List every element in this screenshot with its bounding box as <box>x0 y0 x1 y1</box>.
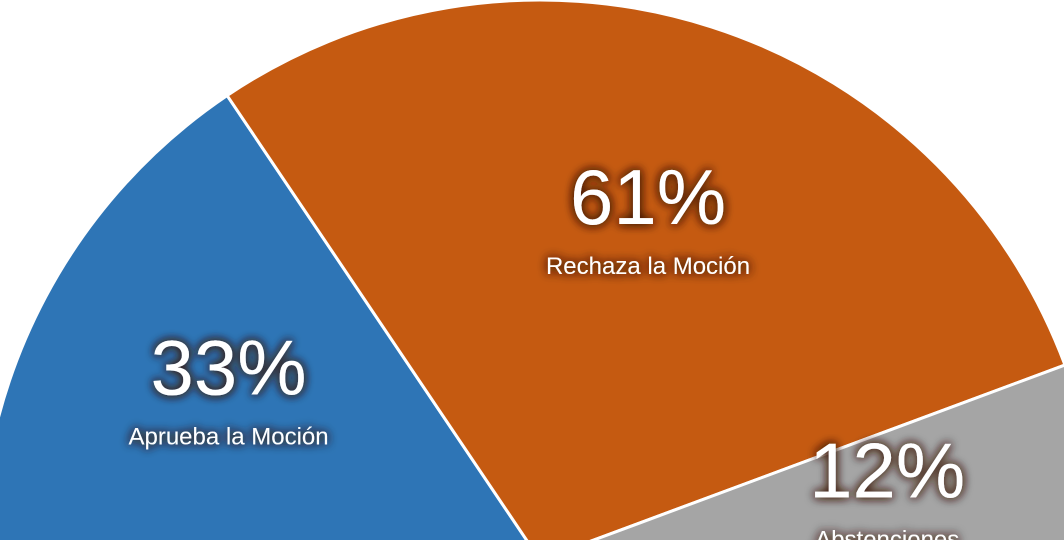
pie-slice <box>225 0 1064 540</box>
pie-slice <box>0 93 529 540</box>
pie-slice <box>589 363 1064 540</box>
category-label: Rechaza la Moción <box>546 253 750 280</box>
category-label: Aprueba la Moción <box>128 423 328 450</box>
value-label: 61% <box>570 153 726 241</box>
value-label: 12% <box>809 427 965 515</box>
labels: 33% Aprueba la Moción 61% Rechaza la Moción… <box>128 153 965 540</box>
value-label: 33% <box>150 323 306 411</box>
category-label: Abstenciones <box>815 527 959 540</box>
